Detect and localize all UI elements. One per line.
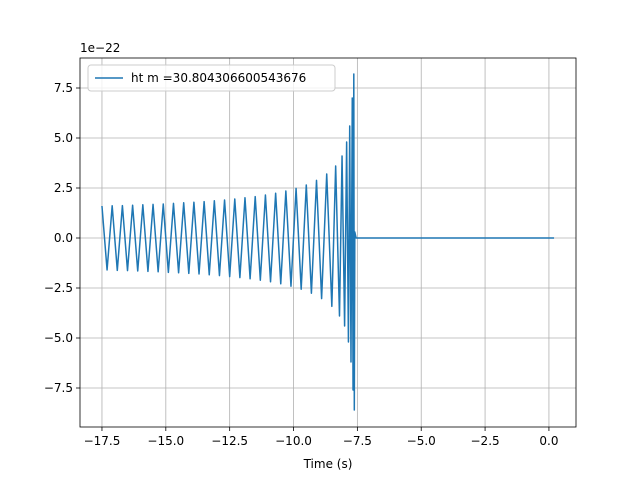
legend: ht m =30.804306600543676 xyxy=(87,64,336,92)
x-tick-label: 0.0 xyxy=(539,434,558,448)
x-tick-label: −2.5 xyxy=(471,434,500,448)
legend-box xyxy=(87,64,336,92)
y-tick-label: −2.5 xyxy=(44,281,73,295)
offset-text: 1e−22 xyxy=(80,41,120,55)
y-tick-label: 5.0 xyxy=(54,131,73,145)
x-tick-label: −10.0 xyxy=(275,434,312,448)
x-tick-label: −15.0 xyxy=(147,434,184,448)
y-tick-label: −7.5 xyxy=(44,381,73,395)
y-tick-label: 2.5 xyxy=(54,181,73,195)
x-tick-label: −12.5 xyxy=(211,434,248,448)
x-axis-label: Time (s) xyxy=(303,457,353,471)
x-tick-label: −7.5 xyxy=(343,434,372,448)
y-tick-label: 0.0 xyxy=(54,231,73,245)
x-tick-label: −5.0 xyxy=(407,434,436,448)
y-tick-label: 7.5 xyxy=(54,81,73,95)
x-tick-label: −17.5 xyxy=(84,434,121,448)
y-tick-label: −5.0 xyxy=(44,331,73,345)
axes-frame xyxy=(79,57,577,428)
series-line xyxy=(101,73,555,411)
legend-label: ht m =30.804306600543676 xyxy=(131,71,306,85)
